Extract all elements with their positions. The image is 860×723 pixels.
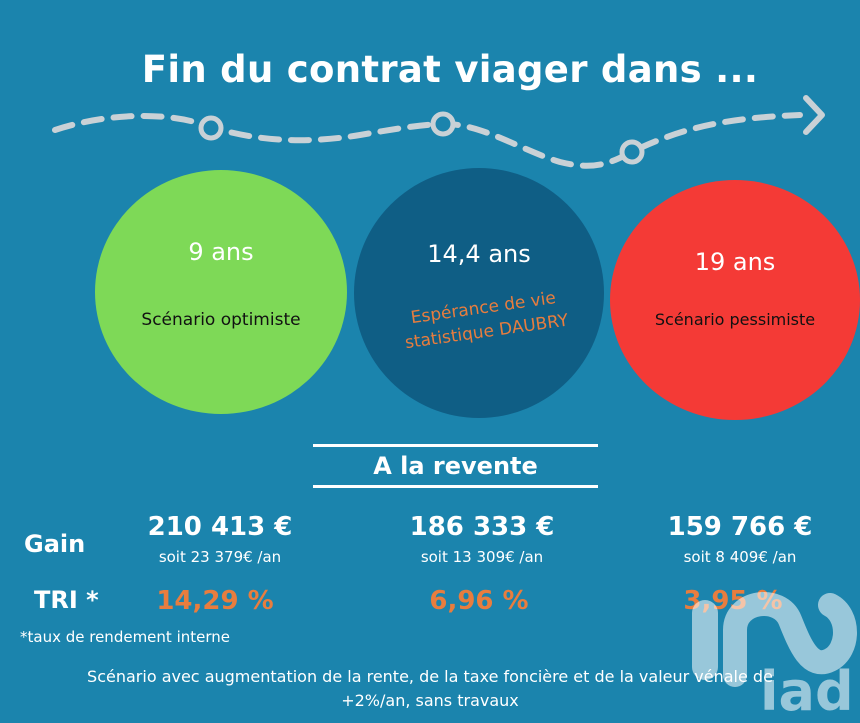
result-column: 186 333 € soit 13 309€ /an <box>367 512 597 566</box>
gain-value: 210 413 € <box>147 512 293 542</box>
divider <box>313 485 598 488</box>
gain-row-label: Gain <box>24 530 86 558</box>
scenario-note-line: Scénario avec augmentation de la rente, … <box>87 667 773 686</box>
milestone-dot-icon <box>198 115 224 141</box>
tri-value: 14,29 % <box>156 586 274 616</box>
iad-logo-icon <box>692 592 857 687</box>
gain-per-year: soit 8 409€ /an <box>683 548 797 566</box>
resale-heading: A la revente <box>373 452 538 480</box>
scenario-note: Scénario avec augmentation de la rente, … <box>0 665 860 713</box>
milestone-dot-icon <box>619 139 645 165</box>
scenario-optimistic-circle: 9 ans Scénario optimiste <box>95 170 347 414</box>
footnote: *taux de rendement interne <box>20 628 230 646</box>
scenario-label: Espérance de vie statistique DAUBRY <box>358 279 612 361</box>
tri-row-label: TRI * <box>34 586 99 614</box>
chevron-right-icon <box>803 95 825 135</box>
gain-per-year: soit 23 379€ /an <box>158 548 282 566</box>
scenario-years: 19 ans <box>694 248 776 276</box>
page-title: Fin du contrat viager dans ... <box>141 48 759 91</box>
divider <box>313 444 598 447</box>
scenario-label: Scénario optimiste <box>141 310 301 330</box>
milestone-dot-icon <box>430 111 456 137</box>
gain-value: 186 333 € <box>409 512 555 542</box>
scenario-expected-circle: 14,4 ans Espérance de vie statistique DA… <box>354 168 604 418</box>
logo-text: iad <box>760 660 854 723</box>
result-column: 210 413 € soit 23 379€ /an <box>105 512 335 566</box>
scenario-years: 9 ans <box>188 238 254 266</box>
scenario-years: 14,4 ans <box>427 240 531 268</box>
tri-value: 6,96 % <box>429 586 529 616</box>
scenario-label: Scénario pessimiste <box>654 310 816 329</box>
scenario-note-line: +2%/an, sans travaux <box>341 691 519 710</box>
gain-value: 159 766 € <box>667 512 813 542</box>
gain-per-year: soit 13 309€ /an <box>420 548 544 566</box>
timeline-path <box>52 95 825 169</box>
scenario-pessimistic-circle: 19 ans Scénario pessimiste <box>610 180 860 420</box>
result-column: 159 766 € soit 8 409€ /an <box>625 512 855 566</box>
